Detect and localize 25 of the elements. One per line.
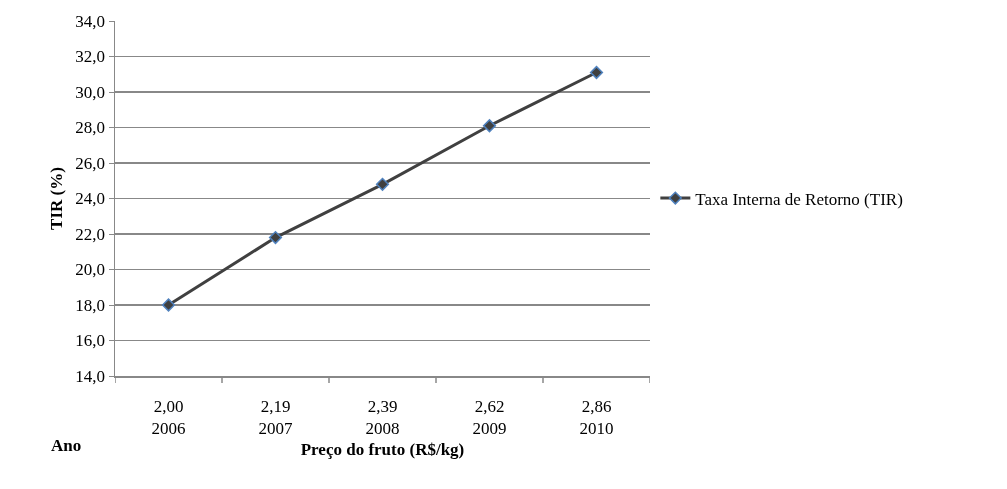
y-tick-label: 16,0 [75, 331, 106, 351]
point [161, 298, 176, 312]
y-tick-label: 20,0 [75, 260, 106, 280]
x-tick-label: 2,62 2009 [472, 396, 507, 438]
point [482, 119, 497, 133]
x-axis-title: Preço do fruto (R$/kg) [300, 440, 465, 460]
y-tick-label: 28,0 [75, 118, 106, 138]
point [589, 65, 604, 80]
y-tick-label: 24,0 [75, 189, 106, 209]
y-tick-label: 32,0 [75, 47, 106, 67]
y-tick-label: 14,0 [75, 366, 106, 386]
x-tick-label: 2,39 2008 [365, 396, 400, 438]
x-tick-label: 2,19 2007 [258, 396, 293, 438]
y-tick-label: 34,0 [75, 11, 106, 31]
y-tick-label: 30,0 [75, 82, 106, 102]
x-tick-label: 2,00 2006 [151, 396, 186, 438]
y-tick-label: 18,0 [75, 295, 106, 315]
y-tick-label: 26,0 [75, 153, 106, 173]
x-tick-label: 2,86 2010 [579, 396, 614, 438]
y-tick-label: 22,0 [75, 224, 106, 244]
y-axis-title: TIR (%) [47, 167, 67, 230]
text: Ano [51, 436, 82, 455]
point [375, 177, 390, 191]
point [268, 230, 283, 245]
legend-label: Taxa Interna de Retorno (TIR) [695, 189, 903, 209]
